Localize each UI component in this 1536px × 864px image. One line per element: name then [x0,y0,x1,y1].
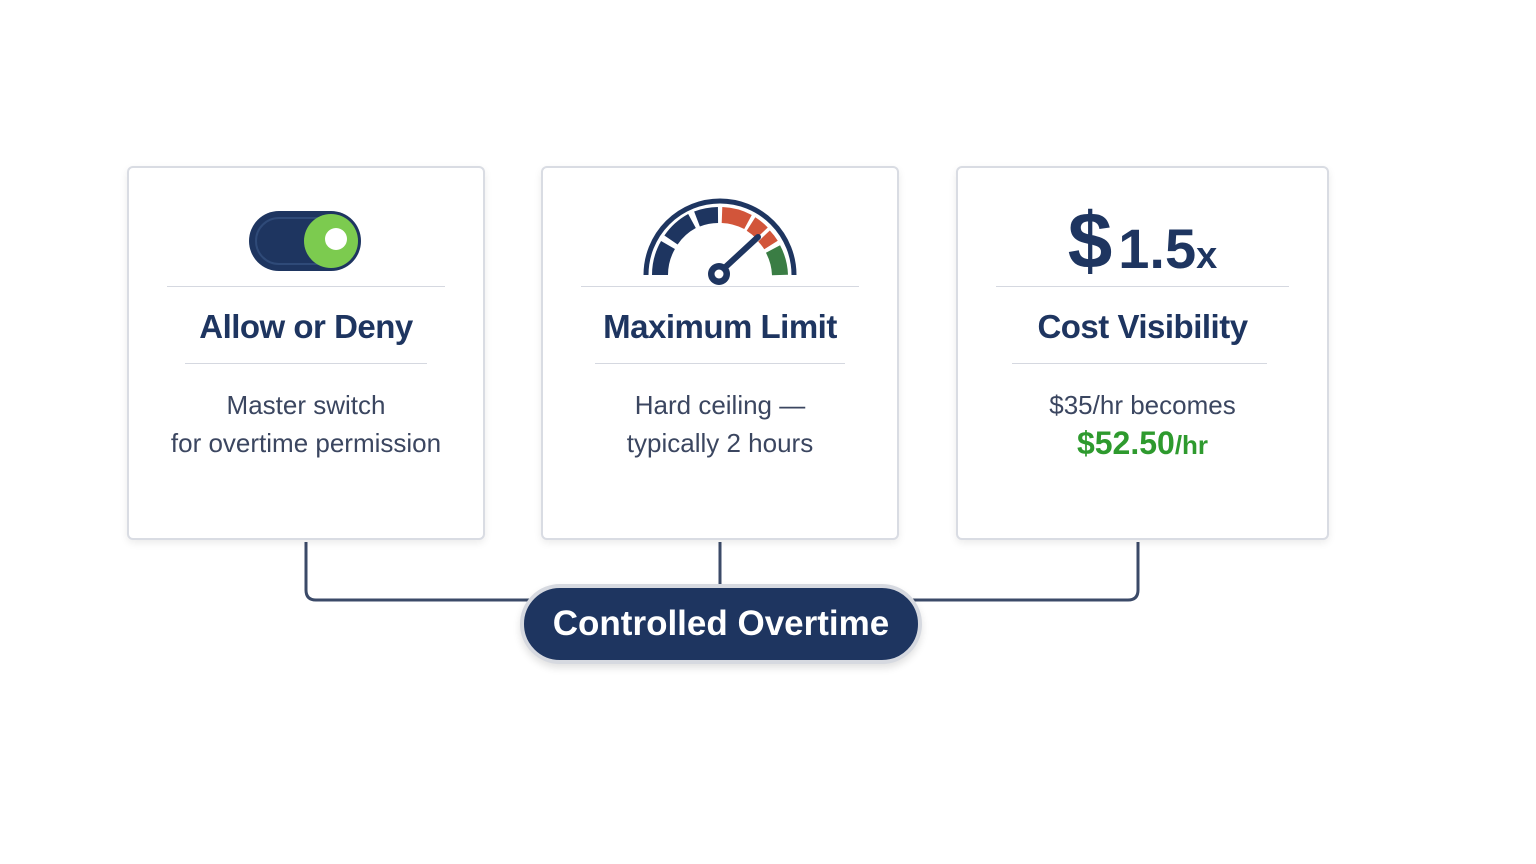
divider [595,363,845,364]
hub-controlled-overtime: Controlled Overtime [520,584,922,664]
desc-line: Master switch [226,390,386,420]
desc-line: typically 2 hours [626,428,814,458]
divider [167,286,445,287]
rate-unit: /hr [1174,430,1209,460]
divider [581,286,859,287]
multiplier-suffix: x [1196,235,1218,277]
card-description: Master switch for overtime permission [129,386,483,462]
overtime-amount: $52.50 [1076,425,1175,461]
card-cost-visibility: $ 1.5 x Cost Visibility $35/hr becomes $5… [956,166,1329,540]
card-title: Maximum Limit [603,308,837,345]
desc-line: Hard ceiling — [634,390,806,420]
card-title: Cost Visibility [1037,308,1248,345]
card-allow-or-deny: Allow or Deny Master switch for overtime… [127,166,485,540]
overtime-rate: $52.50/hr [958,424,1327,464]
desc-line: $35/hr becomes [1049,390,1236,420]
cost-multiplier-icon: $ 1.5 x [958,196,1327,286]
card-title: Allow or Deny [199,308,413,345]
card-maximum-limit: Maximum Limit Hard ceiling — typically 2… [541,166,899,540]
dollar-sign-icon: $ [1067,196,1113,285]
desc-line: for overtime permission [170,428,442,458]
speedometer-gauge-icon [543,196,897,286]
card-description: $35/hr becomes $52.50/hr [958,386,1327,464]
divider [185,363,427,364]
multiplier-value: 1.5 [1118,217,1197,280]
toggle-switch-icon [129,196,483,286]
card-description: Hard ceiling — typically 2 hours [543,386,897,462]
divider [1012,363,1267,364]
divider [996,286,1289,287]
